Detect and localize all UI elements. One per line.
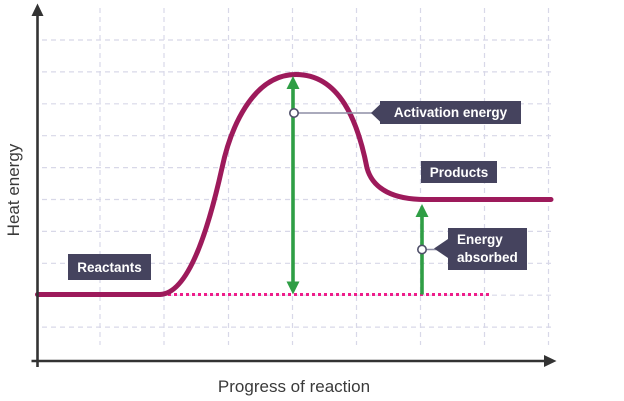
y-axis	[31, 3, 44, 367]
activation-callout-marker	[288, 108, 299, 119]
activation-energy-label: Activation energy	[380, 101, 521, 124]
y-axis-arrowhead-icon	[31, 3, 44, 16]
reactants-label: Reactants	[68, 254, 151, 280]
x-axis-label: Progress of reaction	[217, 377, 371, 396]
reaction-energy-curve	[35, 72, 554, 297]
absorbed-callout-pointer	[434, 239, 448, 258]
activation-energy-arrow	[286, 76, 300, 295]
x-axis-arrowhead-icon	[544, 355, 557, 367]
energy-absorbed-label: Energy absorbed	[448, 228, 527, 270]
energy-absorbed-arrow	[415, 204, 429, 295]
absorbed-callout-marker	[416, 244, 427, 255]
y-axis-label: Heat energy	[4, 143, 23, 237]
products-label: Products	[421, 161, 497, 183]
x-axis	[31, 355, 557, 367]
activation-callout-pointer	[371, 103, 381, 123]
